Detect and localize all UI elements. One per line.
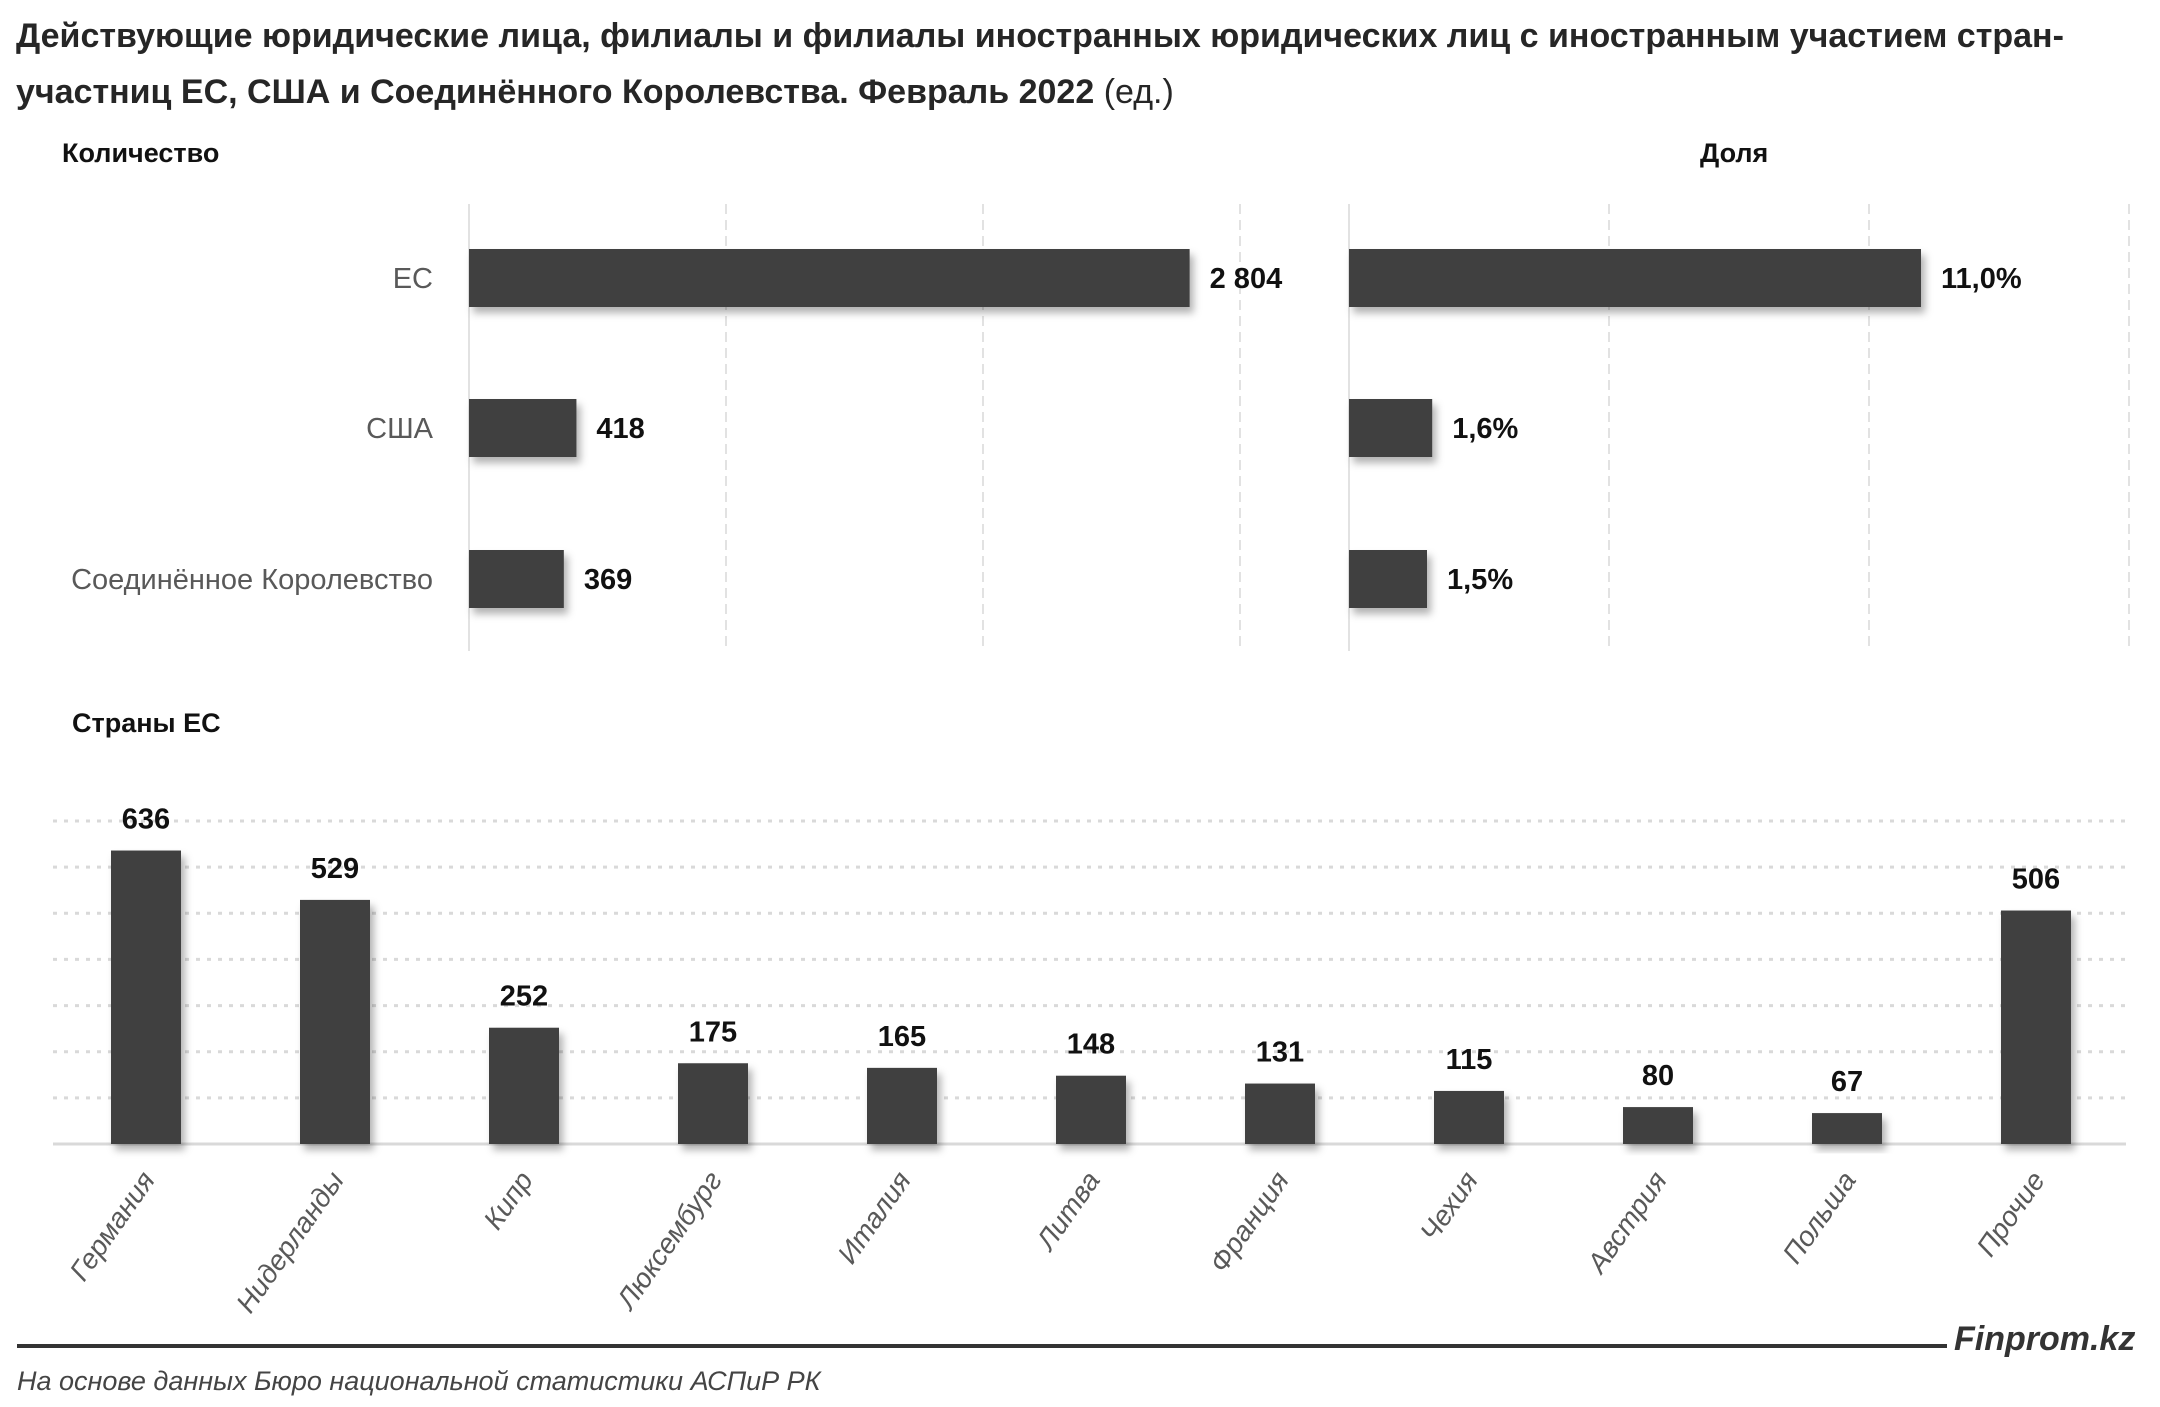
data-label: 1,5% [1447, 564, 1513, 596]
data-label: 80 [1642, 1060, 1674, 1092]
bar [1623, 1107, 1693, 1144]
data-label: 252 [500, 981, 548, 1013]
category-label: Прочие [1971, 1166, 2051, 1262]
category-label: Франция [1203, 1166, 1295, 1278]
bar [678, 1063, 748, 1144]
category-label: Германия [64, 1166, 161, 1287]
panel-title-eu: Страны ЕС [72, 708, 221, 738]
data-label: 418 [596, 413, 644, 445]
category-label: Нидерланды [230, 1165, 350, 1318]
data-label: 2 804 [1210, 263, 1283, 295]
bar [1349, 249, 1921, 307]
data-label: 67 [1831, 1066, 1863, 1098]
bar [1434, 1090, 1504, 1144]
category-label: Чехия [1414, 1166, 1484, 1247]
category-label: Соединённое Королевство [71, 564, 433, 596]
category-label: США [366, 413, 434, 445]
brand-logo: Finprom.kz [1954, 1320, 2136, 1358]
data-label: 165 [878, 1021, 926, 1053]
bar [469, 550, 564, 608]
category-label: ЕС [393, 263, 433, 295]
data-label: 636 [122, 804, 170, 836]
category-label: Польша [1777, 1166, 1862, 1269]
bar [1812, 1113, 1882, 1144]
category-label: Австрия [1580, 1166, 1673, 1280]
category-label: Италия [832, 1166, 917, 1270]
bar [469, 249, 1190, 307]
data-label: 115 [1446, 1044, 1493, 1076]
bar [469, 399, 577, 457]
panel-title-share: Доля [1700, 138, 1769, 168]
source-note: На основе данных Бюро национальной стати… [17, 1366, 821, 1396]
data-label: 148 [1067, 1029, 1115, 1061]
data-label: 175 [689, 1016, 737, 1048]
bar [1245, 1083, 1315, 1144]
data-label: 529 [311, 853, 359, 885]
bar [1349, 399, 1433, 457]
bar [489, 1027, 559, 1144]
bar [2001, 910, 2071, 1144]
data-label: 1,6% [1452, 413, 1518, 445]
data-label: 369 [584, 564, 632, 596]
footer-divider [17, 1344, 1947, 1348]
panel-title-count: Количество [62, 138, 220, 168]
title-unit: (ед.) [1103, 73, 1174, 111]
bar [111, 850, 181, 1144]
data-label: 11,0% [1941, 263, 2022, 295]
category-label: Литва [1029, 1166, 1106, 1257]
title-text: Действующие юридические лица, филиалы и … [16, 17, 2064, 111]
bar [1056, 1075, 1126, 1144]
data-label: 506 [2012, 864, 2060, 896]
category-label: Люксембург [610, 1166, 728, 1317]
bar [1349, 550, 1427, 608]
bar [867, 1067, 937, 1144]
bar [300, 899, 370, 1144]
data-label: 131 [1256, 1037, 1304, 1069]
category-label: Кипр [477, 1166, 539, 1235]
chart-title: Действующие юридические лица, филиалы и … [16, 8, 2116, 120]
